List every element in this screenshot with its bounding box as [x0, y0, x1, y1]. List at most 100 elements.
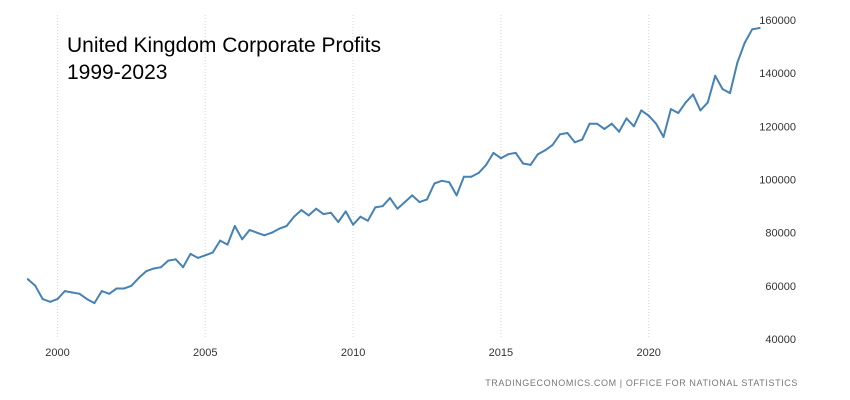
data-point: [684, 101, 687, 104]
data-point: [403, 201, 406, 204]
data-point: [499, 157, 502, 160]
data-point: [211, 251, 214, 254]
data-point: [322, 213, 325, 216]
data-point: [41, 298, 44, 301]
data-point: [381, 205, 384, 208]
data-point: [492, 151, 495, 154]
data-point: [93, 302, 96, 305]
data-point: [233, 225, 236, 227]
data-point: [293, 215, 295, 218]
data-point: [78, 292, 81, 295]
data-point: [182, 266, 185, 269]
data-point: [189, 252, 192, 255]
data-point: [677, 112, 680, 114]
data-point: [278, 227, 281, 230]
data-point: [63, 290, 66, 293]
x-tick-label: 2020: [636, 347, 660, 359]
data-point: [108, 292, 111, 295]
data-point: [315, 207, 318, 210]
data-point: [389, 197, 391, 200]
data-point: [100, 290, 103, 293]
y-tick-label: 60000: [765, 281, 796, 293]
data-point: [115, 287, 118, 290]
data-point: [610, 122, 613, 125]
data-point: [455, 194, 458, 197]
y-tick-label: 40000: [765, 334, 796, 346]
data-point: [721, 88, 724, 91]
y-tick-label: 80000: [765, 228, 796, 240]
data-point: [536, 153, 539, 156]
data-point: [477, 171, 480, 174]
data-point: [514, 151, 517, 154]
data-point: [440, 179, 443, 182]
data-point: [152, 267, 155, 270]
data-point: [470, 175, 473, 178]
data-point: [241, 238, 244, 241]
y-tick-label: 160000: [759, 15, 796, 27]
data-point: [49, 300, 52, 303]
data-point: [352, 223, 355, 226]
data-point: [344, 210, 347, 213]
source-credit: TRADINGECONOMICS.COM | OFFICE FOR NATION…: [485, 378, 798, 388]
data-point: [640, 109, 643, 112]
data-point: [529, 163, 532, 166]
data-point: [426, 198, 428, 201]
data-points: [26, 27, 761, 305]
data-point: [167, 259, 170, 262]
data-point: [522, 162, 525, 165]
x-tick-label: 2015: [489, 347, 513, 359]
data-point: [159, 266, 162, 269]
data-point: [669, 108, 672, 111]
data-point: [692, 93, 695, 96]
data-point: [462, 175, 465, 178]
data-point: [145, 270, 148, 273]
data-point: [544, 149, 547, 152]
data-point: [507, 153, 510, 156]
y-axis-ticks: 40000 60000 80000 100000 120000 140000 160000: [759, 15, 796, 346]
data-point: [56, 298, 59, 301]
data-point: [359, 215, 362, 218]
data-point: [588, 122, 591, 125]
data-point: [270, 231, 273, 234]
data-point: [448, 181, 451, 184]
data-point: [196, 256, 199, 259]
data-point: [573, 141, 576, 144]
data-point: [632, 125, 635, 128]
data-point: [263, 234, 266, 237]
data-point: [551, 143, 554, 146]
data-point: [26, 278, 29, 281]
data-point: [758, 27, 761, 29]
data-point: [256, 231, 258, 234]
data-point: [618, 130, 621, 133]
data-point: [566, 132, 569, 134]
data-point: [699, 109, 702, 112]
data-point: [433, 182, 436, 185]
x-tick-label: 2010: [341, 347, 365, 359]
grid: [56, 15, 650, 339]
y-tick-label: 120000: [759, 121, 796, 133]
data-point: [86, 298, 88, 301]
data-point: [706, 101, 709, 104]
data-point: [34, 284, 37, 287]
chart-title-line-2: 1999-2023: [67, 61, 167, 84]
data-point: [647, 114, 650, 117]
data-point: [662, 136, 665, 138]
x-tick-label: 2000: [45, 347, 69, 359]
data-point: [418, 201, 421, 204]
y-tick-label: 140000: [759, 68, 796, 80]
data-point: [248, 229, 251, 231]
series-line: [26, 27, 761, 305]
data-point: [729, 92, 731, 95]
data-point: [329, 211, 332, 214]
data-point: [714, 74, 717, 77]
data-point: [374, 206, 377, 209]
data-point: [655, 122, 658, 125]
data-point: [485, 163, 488, 166]
x-axis-ticks: 2000 2005 2010 2015 2020: [45, 347, 661, 359]
data-point: [603, 128, 606, 130]
data-point: [596, 122, 598, 125]
data-point: [366, 219, 369, 222]
data-point: [130, 284, 133, 287]
y-tick-label: 100000: [759, 175, 796, 187]
